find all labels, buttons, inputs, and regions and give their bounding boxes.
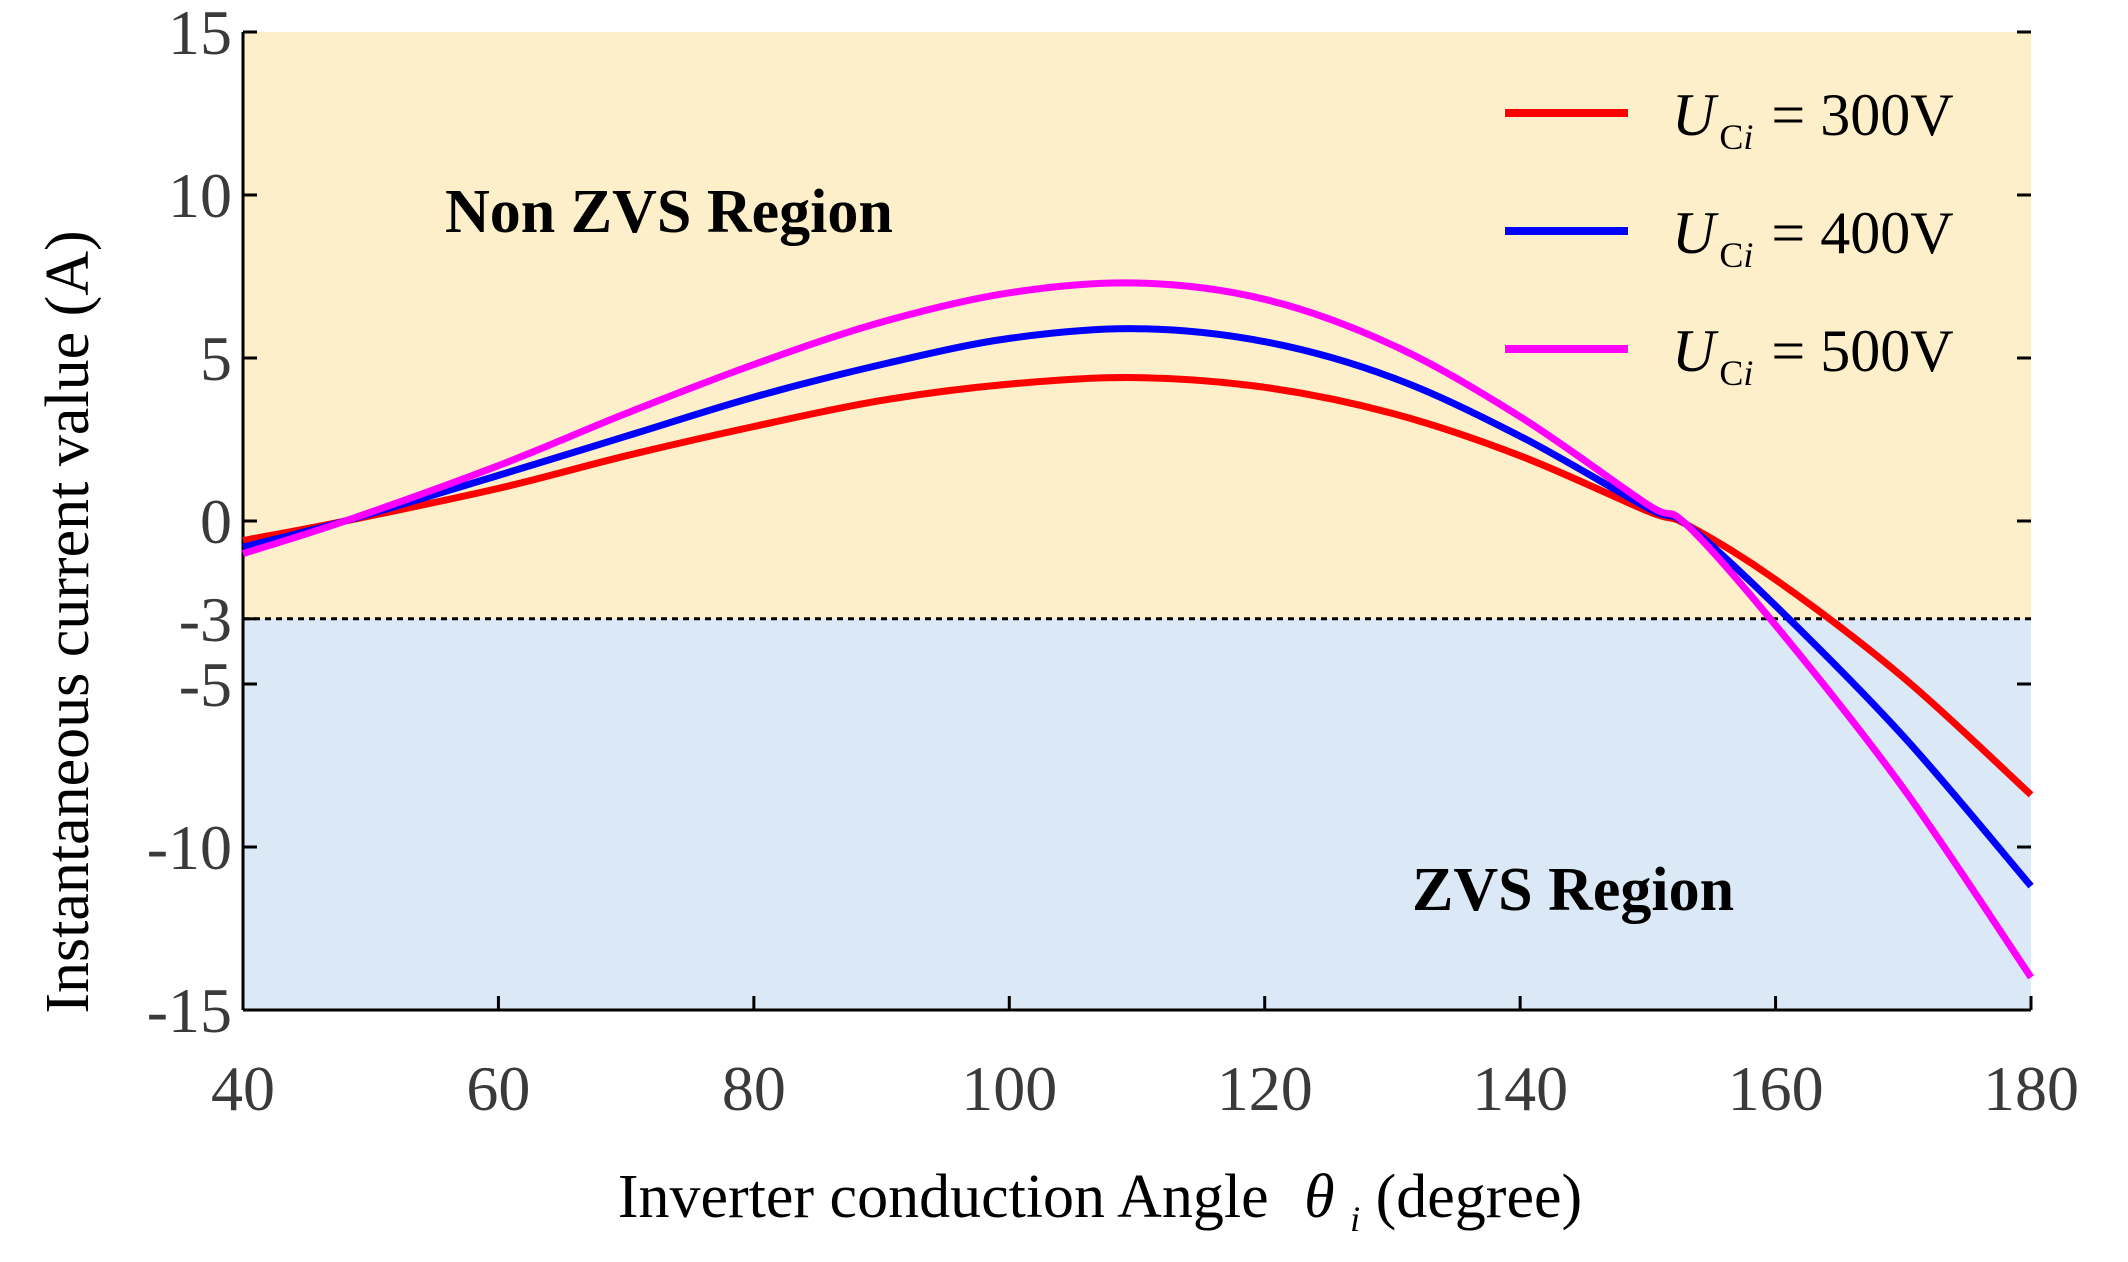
legend-symbol: U: [1672, 200, 1719, 266]
legend-symbol: U: [1672, 318, 1719, 384]
legend-subscript-italic: i: [1743, 117, 1753, 157]
y-tick-label: -3: [179, 584, 232, 655]
x-tick-label: 140: [1472, 1053, 1568, 1124]
x-tick-label: 40: [211, 1053, 275, 1124]
x-tick-label: 60: [466, 1053, 530, 1124]
series-line-1: [242, 325, 2034, 889]
x-axis-label: Inverter conduction Angle θ i (degree): [618, 1163, 1582, 1245]
x-tick-label: 80: [722, 1053, 786, 1124]
y-tick-label: 15: [168, 0, 232, 68]
x-tick-label: 100: [961, 1053, 1057, 1124]
y-tick-label: -5: [179, 649, 232, 720]
non-zvs-region-label: Non ZVS Region: [445, 178, 893, 246]
x-tick-label: 160: [1728, 1053, 1824, 1124]
y-tick-label: -15: [147, 975, 232, 1046]
y-tick-label: 0: [200, 486, 232, 557]
legend-entry-1: U Ci = 400V: [1672, 200, 1954, 275]
legend-subscript-italic: i: [1743, 235, 1753, 275]
legend-value: = 500V: [1771, 318, 1953, 384]
legend-entry-2: U Ci = 500V: [1672, 318, 1954, 393]
x-tick-label: 120: [1217, 1053, 1313, 1124]
x-axis-theta-subscript: i: [1350, 1199, 1360, 1239]
region-fill-1: [243, 618, 2031, 1010]
series-line-0: [242, 374, 2034, 798]
y-axis-label: Instantaneous current value (A): [34, 230, 102, 1013]
legend-subscript: C: [1719, 117, 1743, 157]
legend-entry-0: U Ci = 300V: [1672, 82, 1954, 157]
x-axis-theta-symbol: θ: [1304, 1163, 1334, 1231]
y-tick-label: -10: [147, 812, 232, 883]
y-axis-ticks: 15 10 5 0 -3-5 -10 -15: [147, 0, 2031, 1046]
legend-subscript: C: [1719, 353, 1743, 393]
x-axis-unit: (degree): [1376, 1163, 1583, 1231]
x-tick-label: 180: [1983, 1053, 2079, 1124]
legend-value: = 400V: [1771, 200, 1953, 266]
y-tick-label: 5: [200, 323, 232, 394]
x-axis-label-text: Inverter conduction Angle: [618, 1163, 1269, 1231]
zvs-region-label: ZVS Region: [1412, 856, 1734, 924]
series-line-2: [241, 279, 2034, 980]
legend-value: = 300V: [1771, 82, 1953, 148]
legend-subscript-italic: i: [1743, 353, 1753, 393]
plot-background: [243, 32, 2031, 1010]
legend-subscript: C: [1719, 235, 1743, 275]
series-lines: [241, 279, 2034, 980]
legend-symbol: U: [1672, 82, 1719, 148]
y-tick-label: 10: [168, 160, 232, 231]
x-axis-ticks: 40 60 80 100 120 140 160 180: [211, 996, 2079, 1124]
